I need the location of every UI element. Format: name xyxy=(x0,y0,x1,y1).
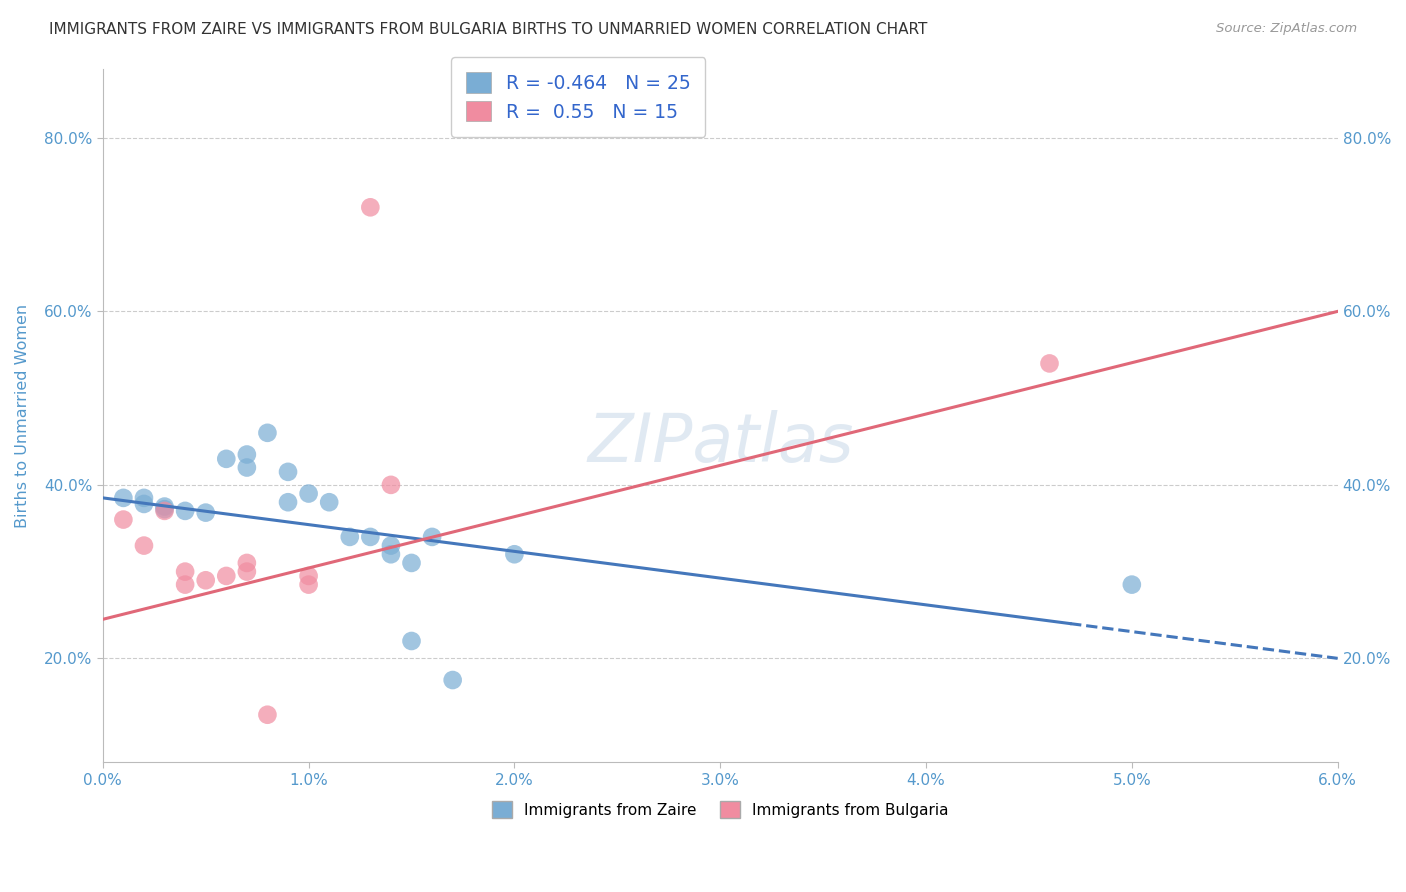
Text: Source: ZipAtlas.com: Source: ZipAtlas.com xyxy=(1216,22,1357,36)
Point xyxy=(359,200,381,214)
Point xyxy=(380,478,402,492)
Point xyxy=(153,502,176,516)
Point xyxy=(132,539,155,553)
Point xyxy=(318,495,340,509)
Point xyxy=(236,565,259,579)
Point xyxy=(112,512,135,526)
Point xyxy=(380,547,402,561)
Point xyxy=(256,425,278,440)
Point xyxy=(339,530,361,544)
Point xyxy=(277,465,299,479)
Text: ZIPatlas: ZIPatlas xyxy=(586,410,853,476)
Point xyxy=(236,460,259,475)
Point xyxy=(256,707,278,722)
Point xyxy=(401,634,423,648)
Point xyxy=(1038,356,1060,370)
Point xyxy=(1121,577,1143,591)
Point xyxy=(277,495,299,509)
Point xyxy=(503,547,526,561)
Point xyxy=(401,556,423,570)
Point xyxy=(153,504,176,518)
Point xyxy=(236,556,259,570)
Point xyxy=(380,539,402,553)
Point xyxy=(132,491,155,505)
Text: IMMIGRANTS FROM ZAIRE VS IMMIGRANTS FROM BULGARIA BIRTHS TO UNMARRIED WOMEN CORR: IMMIGRANTS FROM ZAIRE VS IMMIGRANTS FROM… xyxy=(49,22,928,37)
Point xyxy=(420,530,443,544)
Point xyxy=(174,577,197,591)
Point xyxy=(215,451,238,466)
Y-axis label: Births to Unmarried Women: Births to Unmarried Women xyxy=(15,303,30,527)
Point xyxy=(153,500,176,514)
Point xyxy=(132,497,155,511)
Point xyxy=(194,574,217,588)
Point xyxy=(174,565,197,579)
Point xyxy=(359,530,381,544)
Point xyxy=(194,506,217,520)
Point xyxy=(215,569,238,583)
Point xyxy=(441,673,464,687)
Legend: Immigrants from Zaire, Immigrants from Bulgaria: Immigrants from Zaire, Immigrants from B… xyxy=(486,796,955,824)
Point xyxy=(297,486,319,500)
Point xyxy=(112,491,135,505)
Point xyxy=(174,504,197,518)
Point xyxy=(297,569,319,583)
Point xyxy=(236,448,259,462)
Point xyxy=(297,577,319,591)
